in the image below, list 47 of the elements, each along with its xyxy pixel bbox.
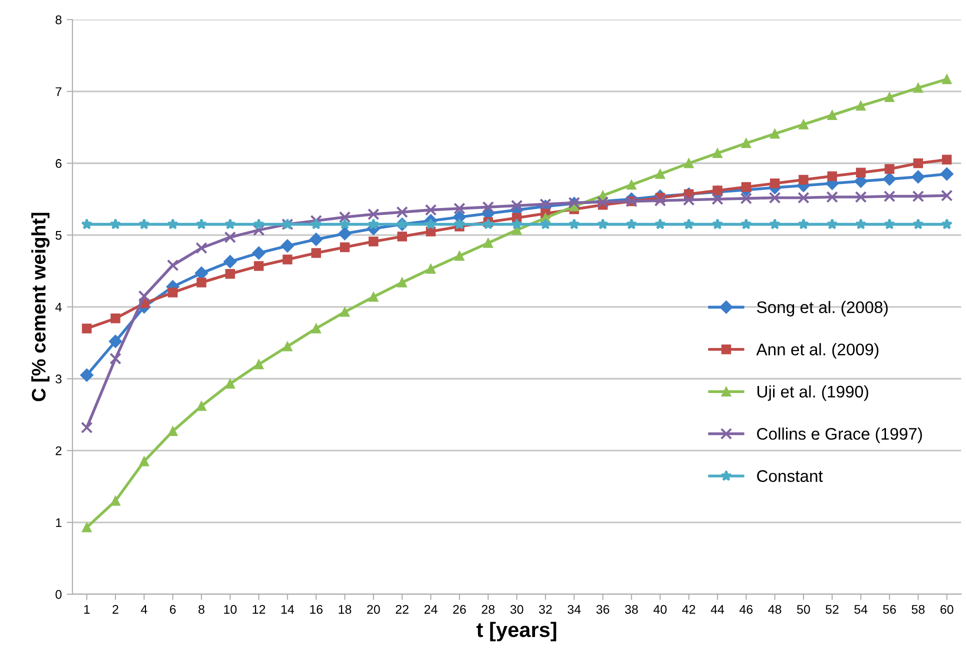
x-tick-label: 42 — [682, 604, 696, 614]
x-tick-label: 24 — [424, 604, 438, 614]
y-tick-label: 3 — [56, 374, 62, 384]
x-tick-label: 20 — [367, 604, 380, 614]
y-tick-label: 5 — [56, 231, 62, 240]
x-tick-label: 38 — [625, 604, 638, 614]
x-tick-label: 12 — [252, 604, 266, 614]
x-tick-label: 56 — [883, 604, 896, 614]
legend-label: Collins e Grace (1997) — [757, 428, 922, 444]
x-tick-label: 6 — [170, 604, 176, 614]
x-tick-label: 32 — [539, 604, 552, 614]
legend-label: Song et al. (2008) — [756, 300, 888, 316]
x-tick-label: 46 — [739, 604, 753, 614]
y-tick-label: 8 — [56, 15, 62, 24]
y-tick-label: 6 — [56, 159, 62, 168]
y-tick-label: 2 — [56, 446, 62, 456]
x-tick-label: 22 — [396, 604, 408, 614]
x-tick-label: 10 — [224, 604, 237, 614]
x-tick-label: 4 — [140, 605, 148, 614]
x-tick-label: 44 — [710, 605, 724, 614]
y-tick-label: 0 — [56, 590, 62, 599]
x-tick-label: 40 — [653, 604, 667, 614]
x-tick-label: 26 — [453, 604, 466, 614]
x-tick-label: 34 — [568, 604, 581, 614]
x-tick-label: 2 — [112, 604, 118, 614]
x-tick-label: 28 — [482, 604, 495, 614]
x-tick-label: 30 — [510, 604, 524, 614]
x-tick-label: 54 — [854, 605, 868, 614]
y-tick-label: 7 — [56, 87, 62, 96]
legend-label: Uji et al. (1990) — [758, 385, 868, 401]
y-tick-label: 4 — [55, 302, 62, 312]
x-tick-label: 36 — [596, 604, 610, 614]
y-tick-label: 1 — [56, 518, 62, 527]
x-tick-label: 52 — [826, 604, 838, 614]
x-tick-label: 60 — [940, 604, 954, 614]
x-tick-label: 16 — [310, 604, 323, 614]
x-tick-label: 8 — [198, 604, 204, 614]
x-axis-title: t [years] — [476, 622, 556, 642]
x-tick-label: 48 — [768, 604, 782, 614]
x-tick-label: 50 — [797, 604, 810, 614]
x-tick-label: 1 — [84, 605, 90, 614]
legend-label: Ann et al. (2009) — [756, 343, 878, 359]
x-tick-label: 14 — [281, 605, 294, 614]
x-tick-label: 58 — [912, 604, 925, 614]
y-axis-title: C [% cement weight] — [31, 212, 50, 402]
legend-label: Constant — [757, 470, 823, 482]
x-tick-label: 18 — [338, 604, 352, 614]
